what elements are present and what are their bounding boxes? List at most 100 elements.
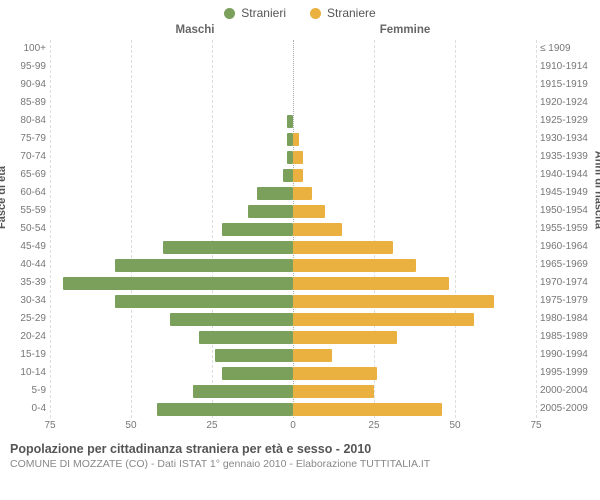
x-tick: 0	[290, 420, 296, 431]
bar-female	[293, 133, 299, 146]
x-tick: 75	[530, 420, 541, 431]
bar-row	[50, 400, 536, 418]
y-tick-right: 1975-1979	[540, 292, 594, 310]
y-tick-left: 85-89	[6, 94, 46, 112]
bar-male	[157, 403, 293, 416]
bar-row	[50, 328, 536, 346]
y-tick-right: ≤ 1909	[540, 40, 594, 58]
y-tick-left: 10-14	[6, 364, 46, 382]
x-tick: 50	[449, 420, 460, 431]
bar-female	[293, 169, 303, 182]
header-male: Maschi	[90, 24, 300, 36]
bar-row	[50, 364, 536, 382]
bar-male	[193, 385, 293, 398]
bar-male	[257, 187, 293, 200]
header-female: Femmine	[300, 24, 510, 36]
bar-male	[63, 277, 293, 290]
bar-female	[293, 277, 449, 290]
bar-female	[293, 151, 303, 164]
bar-male	[163, 241, 293, 254]
y-axis-right: ≤ 19091910-19141915-19191920-19241925-19…	[536, 40, 594, 418]
y-tick-left: 30-34	[6, 292, 46, 310]
y-tick-left: 25-29	[6, 310, 46, 328]
y-tick-left: 0-4	[6, 400, 46, 418]
bar-row	[50, 184, 536, 202]
chart-title: Popolazione per cittadinanza straniera p…	[10, 442, 590, 456]
bar-male	[215, 349, 293, 362]
bar-row	[50, 58, 536, 76]
y-tick-right: 1915-1919	[540, 76, 594, 94]
bar-row	[50, 346, 536, 364]
y-tick-left: 50-54	[6, 220, 46, 238]
y-tick-left: 5-9	[6, 382, 46, 400]
bar-female	[293, 187, 312, 200]
bar-row	[50, 148, 536, 166]
bar-female	[293, 313, 474, 326]
footer: Popolazione per cittadinanza straniera p…	[0, 434, 600, 476]
bars	[50, 40, 536, 418]
x-tick: 50	[125, 420, 136, 431]
y-tick-right: 1995-1999	[540, 364, 594, 382]
y-tick-right: 1980-1984	[540, 310, 594, 328]
y-tick-left: 100+	[6, 40, 46, 58]
y-tick-right: 1950-1954	[540, 202, 594, 220]
y-axis-title-left: Fasce di età	[0, 166, 8, 229]
bar-row	[50, 166, 536, 184]
y-tick-right: 1970-1974	[540, 274, 594, 292]
bar-female	[293, 295, 494, 308]
bar-female	[293, 349, 332, 362]
x-tick: 75	[44, 420, 55, 431]
chart-header: Maschi Femmine	[0, 24, 600, 40]
bar-row	[50, 238, 536, 256]
y-axis-left: 100+95-9990-9485-8980-8475-7970-7465-696…	[6, 40, 50, 418]
y-tick-left: 20-24	[6, 328, 46, 346]
y-tick-right: 1960-1964	[540, 238, 594, 256]
y-tick-right: 1965-1969	[540, 256, 594, 274]
y-tick-left: 95-99	[6, 58, 46, 76]
y-tick-left: 80-84	[6, 112, 46, 130]
legend-label-female: Straniere	[327, 6, 376, 20]
y-tick-left: 55-59	[6, 202, 46, 220]
x-tick: 25	[206, 420, 217, 431]
y-tick-left: 65-69	[6, 166, 46, 184]
legend-swatch-male	[224, 8, 235, 19]
bar-row	[50, 112, 536, 130]
bar-male	[283, 169, 293, 182]
bar-female	[293, 205, 325, 218]
bar-male	[115, 295, 293, 308]
bar-male	[222, 367, 293, 380]
bar-male	[170, 313, 293, 326]
legend-item-male: Stranieri	[224, 6, 286, 20]
bar-row	[50, 274, 536, 292]
bar-row	[50, 256, 536, 274]
y-tick-right: 2000-2004	[540, 382, 594, 400]
x-tick: 25	[368, 420, 379, 431]
bar-female	[293, 259, 416, 272]
x-axis: 75 50 25 0 25 50 75	[0, 420, 600, 434]
y-tick-right: 1935-1939	[540, 148, 594, 166]
plot-area	[50, 40, 536, 418]
bar-female	[293, 331, 397, 344]
bar-male	[115, 259, 293, 272]
bar-row	[50, 94, 536, 112]
y-tick-left: 40-44	[6, 256, 46, 274]
legend-swatch-female	[310, 8, 321, 19]
bar-female	[293, 367, 377, 380]
legend-item-female: Straniere	[310, 6, 376, 20]
y-tick-left: 60-64	[6, 184, 46, 202]
y-tick-right: 1930-1934	[540, 130, 594, 148]
y-axis-title-right: Anni di nascita	[592, 151, 600, 229]
bar-row	[50, 40, 536, 58]
legend: Stranieri Straniere	[0, 0, 600, 24]
y-tick-right: 1910-1914	[540, 58, 594, 76]
y-tick-right: 1990-1994	[540, 346, 594, 364]
bar-row	[50, 130, 536, 148]
bar-female	[293, 223, 342, 236]
y-tick-right: 1985-1989	[540, 328, 594, 346]
bar-row	[50, 292, 536, 310]
bar-female	[293, 241, 393, 254]
chart-subtitle: COMUNE DI MOZZATE (CO) - Dati ISTAT 1° g…	[10, 458, 590, 470]
bar-row	[50, 76, 536, 94]
bar-row	[50, 220, 536, 238]
bar-female	[293, 385, 374, 398]
